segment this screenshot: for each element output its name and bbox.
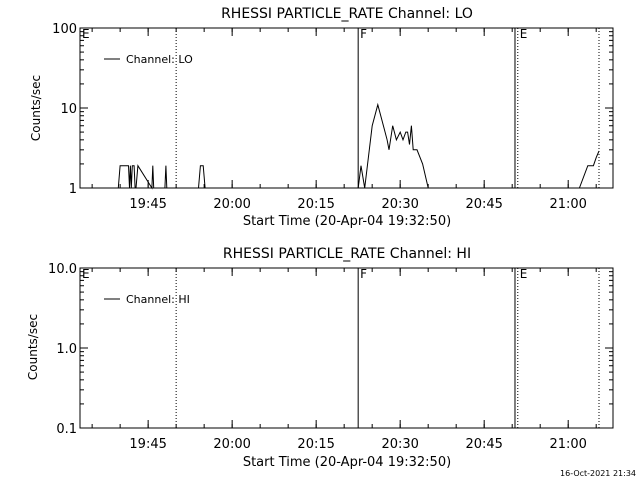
x-tick-label: 20:00 — [213, 437, 250, 452]
y-axis-label: Counts/sec — [29, 75, 43, 141]
chart-panel-hi: RHESSI PARTICLE_RATE Channel: HI Counts/… — [26, 246, 614, 470]
legend-label: Channel: LO — [126, 53, 193, 66]
event-label: E — [520, 267, 528, 281]
plot-axes: 1 10 100 19:45 20:00 20:15 20:30 20:45 21:00 — [52, 22, 614, 212]
generation-timestamp: 16-Oct-2021 21:34 — [560, 469, 636, 478]
event-label: F — [360, 27, 367, 41]
x-tick-label: 21:00 — [549, 437, 586, 452]
y-axis-label: Counts/sec — [26, 314, 40, 380]
chart-panel-lo: RHESSI PARTICLE_RATE Channel: LO Counts/… — [29, 6, 614, 229]
x-tick-label: 20:15 — [297, 437, 334, 452]
x-tick-label: 20:30 — [381, 437, 418, 452]
chart-title: RHESSI PARTICLE_RATE Channel: HI — [223, 246, 471, 262]
chart-title: RHESSI PARTICLE_RATE Channel: LO — [221, 6, 473, 22]
x-tick-label: 19:45 — [129, 437, 166, 452]
series-group — [117, 102, 600, 190]
x-tick-label: 19:45 — [129, 197, 166, 212]
event-label: E — [82, 27, 90, 41]
x-tick-label: 20:15 — [297, 197, 334, 212]
x-tick-label: 20:45 — [465, 197, 502, 212]
y-tick-label: 1 — [69, 182, 77, 197]
plot-frame — [79, 27, 614, 189]
y-tick-label: 100 — [52, 22, 77, 37]
x-axis-label: Start Time (20-Apr-04 19:32:50) — [243, 455, 451, 470]
y-tick-label: 1.0 — [56, 342, 77, 357]
event-label: E — [520, 27, 528, 41]
y-tick-label: 0.1 — [56, 422, 77, 437]
legend-label: Channel: HI — [126, 293, 190, 306]
x-tick-label: 20:45 — [465, 437, 502, 452]
legend: Channel: LO — [104, 53, 193, 66]
series-line — [117, 102, 600, 190]
x-tick-label: 20:30 — [381, 197, 418, 212]
event-label: E — [82, 267, 90, 281]
y-tick-label: 10 — [60, 102, 77, 117]
plot-axes: 0.1 1.0 10.0 19:45 20:00 20:15 20:30 20:45 21:00 — [48, 262, 614, 452]
y-tick-label: 10.0 — [48, 262, 77, 277]
x-tick-label: 20:00 — [213, 197, 250, 212]
legend: Channel: HI — [104, 293, 190, 306]
x-tick-label: 21:00 — [549, 197, 586, 212]
plot-frame — [79, 267, 614, 429]
event-label: F — [360, 267, 367, 281]
x-axis-label: Start Time (20-Apr-04 19:32:50) — [243, 214, 451, 229]
